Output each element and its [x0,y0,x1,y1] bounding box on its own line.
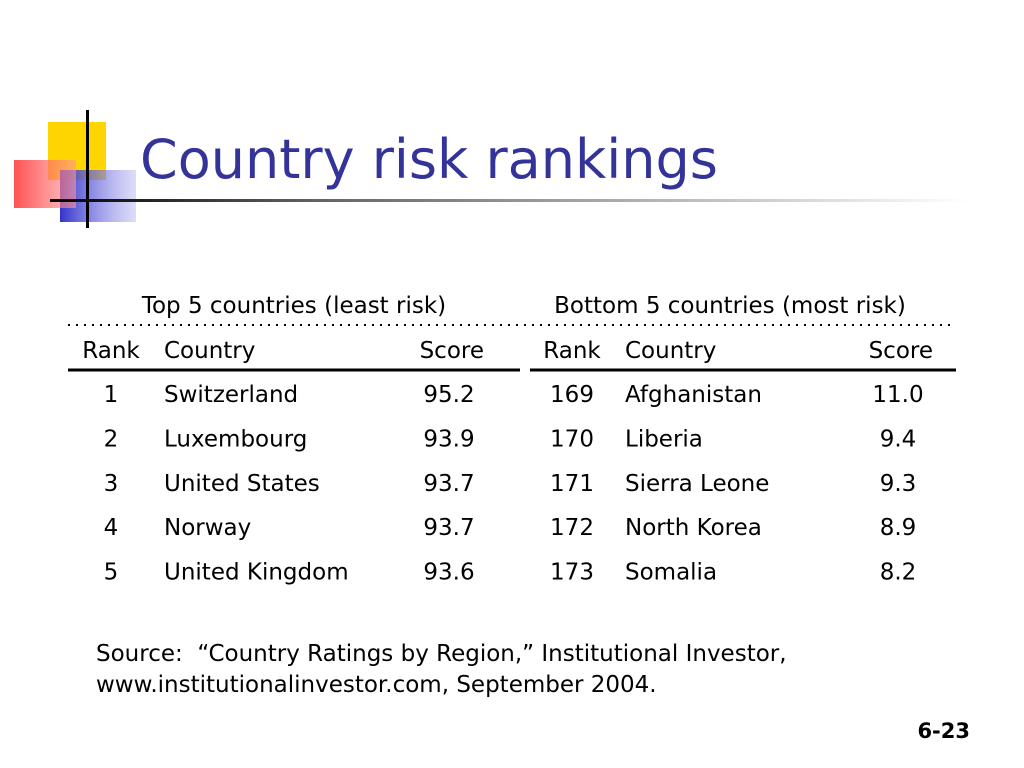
column-header: Country [625,338,716,364]
source-line: Source: “Country Ratings by Region,” Ins… [96,641,787,667]
column-header: Country [164,338,255,364]
column-header: Rank [543,338,601,364]
rank-cell: 4 [104,515,119,541]
rank-cell: 1 [104,382,119,408]
table-caption: Bottom 5 countries (most risk) [554,293,906,319]
rank-cell: 5 [104,560,119,586]
country-cell: Liberia [625,426,703,452]
tables: Top 5 countries (least risk)Rank Country S… [68,293,956,586]
column-header: Rank [82,338,140,364]
country-cell: Norway [164,515,251,541]
rank-cell: 3 [104,471,119,497]
table-caption: Top 5 countries (least risk) [141,293,446,319]
country-cell: Sierra Leone [625,471,769,497]
source-line: www.institutionalinvestor.com, September… [96,672,657,698]
country-cell: North Korea [625,515,762,541]
score-cell: 93.7 [423,471,474,497]
rank-cell: 173 [550,560,594,586]
country-cell: Afghanistan [625,382,762,408]
vertical-rule [86,110,89,228]
country-cell: United States [164,471,320,497]
rank-cell: 171 [550,471,594,497]
score-cell: 93.6 [423,560,474,586]
score-cell: 8.2 [880,560,917,586]
score-cell: 9.3 [880,471,917,497]
column-header: Score [869,338,933,364]
rank-cell: 2 [104,426,119,452]
country-cell: Switzerland [164,382,298,408]
logo-decoration [14,110,970,228]
rank-cell: 172 [550,515,594,541]
country-cell: Luxembourg [164,426,307,452]
score-cell: 95.2 [423,382,474,408]
score-cell: 8.9 [880,515,917,541]
score-cell: 93.9 [423,426,474,452]
slide-title: Country risk rankings [140,128,718,191]
title-rule [50,199,970,202]
rank-cell: 170 [550,426,594,452]
country-cell: United Kingdom [164,560,349,586]
page-number: 6-23 [917,719,970,743]
rank-cell: 169 [550,382,594,408]
score-cell: 93.7 [423,515,474,541]
column-header: Score [420,338,484,364]
score-cell: 11.0 [872,382,923,408]
country-cell: Somalia [625,560,717,586]
score-cell: 9.4 [880,426,917,452]
